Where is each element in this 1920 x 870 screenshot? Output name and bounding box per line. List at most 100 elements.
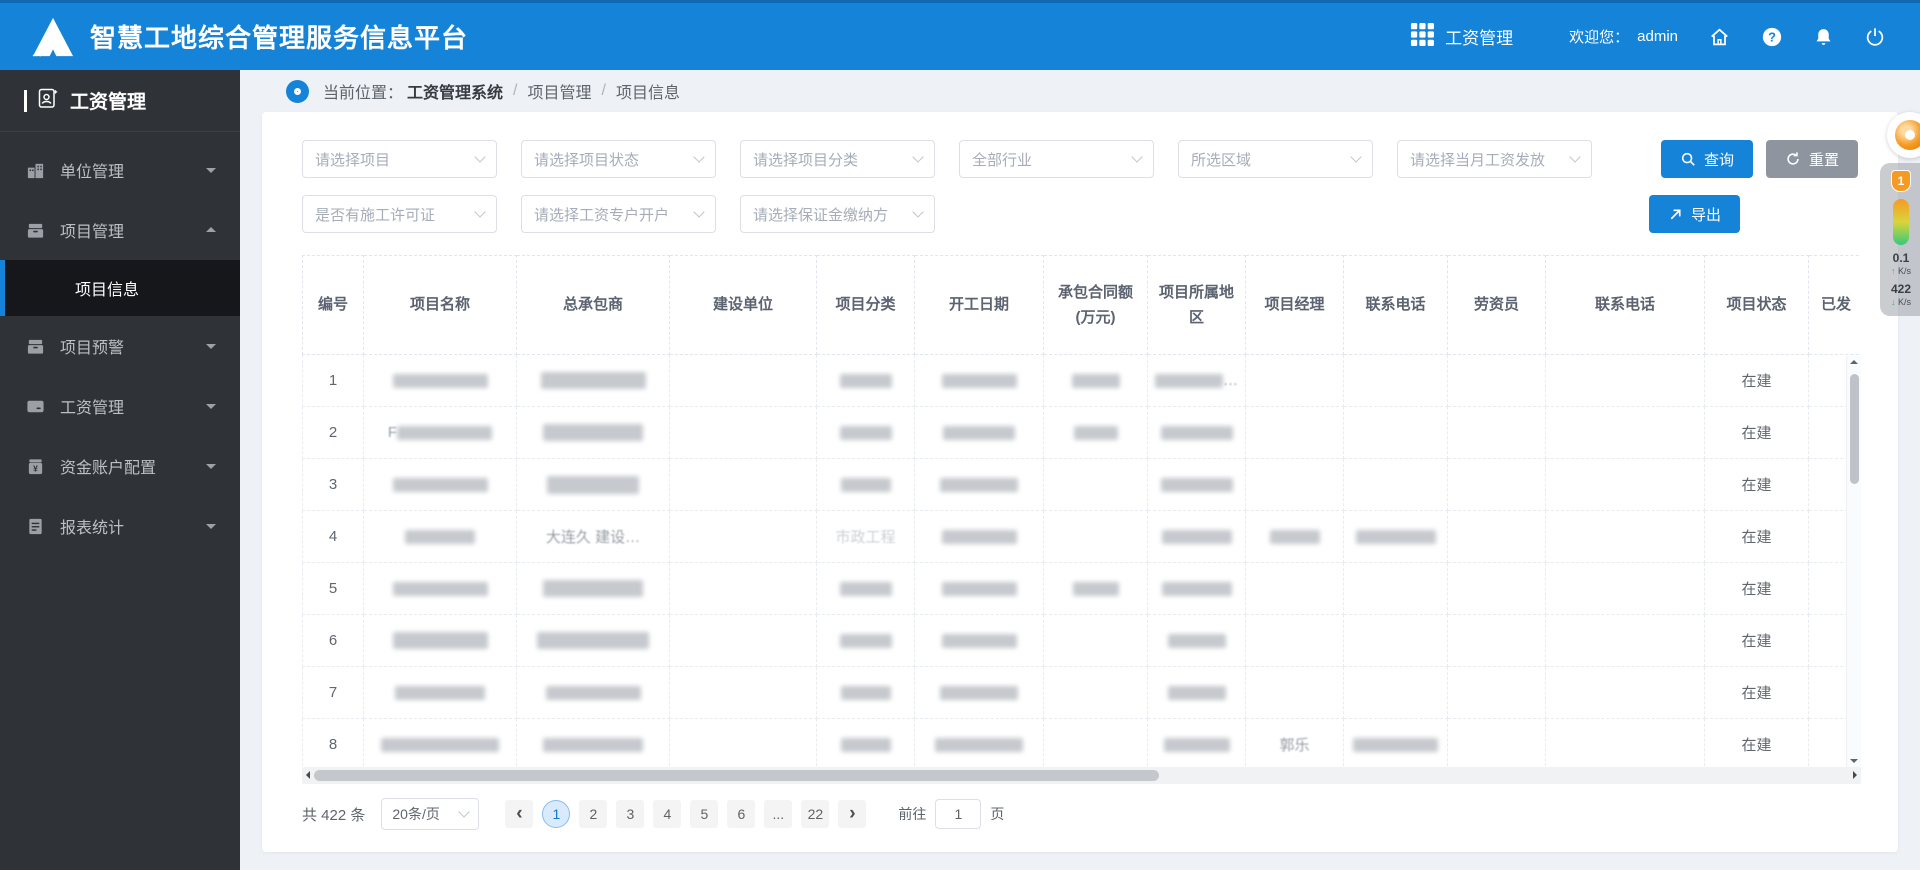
notification-bell-icon[interactable] bbox=[1813, 26, 1834, 48]
partial-text: F bbox=[387, 424, 398, 441]
page-button-3[interactable]: 3 bbox=[616, 800, 645, 828]
cell-builder bbox=[669, 718, 817, 767]
page-button-6[interactable]: 6 bbox=[727, 800, 756, 828]
breadcrumb-separator: / bbox=[513, 82, 518, 99]
scroll-down-arrow-icon[interactable] bbox=[1850, 759, 1858, 763]
cell-manager bbox=[1245, 666, 1344, 719]
filter-select-r1-2[interactable]: 请选择项目分类 bbox=[740, 140, 935, 178]
cell-phone bbox=[1343, 614, 1448, 667]
redacted-block bbox=[392, 582, 488, 597]
projects-table-wrap: 编号 项目名称 总承包商 建设单位 项目分类 开工日期 承包合同额(万元) 项目所属地区 项目经… bbox=[302, 255, 1861, 767]
power-logout-icon[interactable] bbox=[1864, 26, 1886, 48]
cell-phone bbox=[1343, 718, 1448, 767]
cell-phone2 bbox=[1545, 562, 1705, 615]
sidebar-item-project-management[interactable]: 项目管理 bbox=[0, 200, 240, 260]
redacted-block bbox=[943, 426, 1015, 441]
page-button-5[interactable]: 5 bbox=[690, 800, 719, 828]
cell-labor bbox=[1447, 458, 1546, 511]
redacted-block bbox=[545, 686, 641, 701]
filter-selects-row2: 是否有施工许可证 请选择工资专户开户 请选择保证金缴纳方 bbox=[302, 195, 935, 233]
breadcrumb-level2[interactable]: 项目信息 bbox=[615, 85, 680, 102]
breadcrumb-root[interactable]: 工资管理系统 bbox=[407, 85, 504, 102]
cell-region bbox=[1147, 458, 1246, 511]
cell-labor bbox=[1447, 614, 1546, 667]
column-header: 项目名称 bbox=[363, 255, 517, 355]
table-row: 6 在建 bbox=[302, 614, 1861, 667]
redacted-block bbox=[1155, 374, 1223, 389]
export-button[interactable]: 导出 bbox=[1648, 195, 1740, 233]
home-icon[interactable] bbox=[1708, 26, 1731, 48]
main-content: 当前位置： 工资管理系统 / 项目管理 / 项目信息 请选择项目 请选择项目状态请… bbox=[240, 70, 1920, 870]
horizontal-scrollbar-thumb[interactable] bbox=[314, 770, 1159, 781]
sidebar-item-report-statistics[interactable]: 报表统计 bbox=[0, 496, 240, 556]
scroll-up-arrow-icon[interactable] bbox=[1850, 360, 1858, 364]
cell-manager bbox=[1245, 510, 1344, 563]
search-button[interactable]: 查询 bbox=[1660, 140, 1753, 178]
redacted-block bbox=[1161, 582, 1232, 597]
sidebar-item-project-info-active[interactable]: 项目信息 bbox=[0, 260, 240, 316]
redacted-text: 郭乐 bbox=[1279, 737, 1310, 754]
page-ellipsis-button[interactable]: ... bbox=[764, 800, 793, 828]
app-switcher[interactable]: 工资管理 bbox=[1410, 22, 1513, 52]
cell-phone bbox=[1343, 354, 1448, 407]
download-speed: 422 ↓ K/s bbox=[1890, 282, 1912, 307]
sidebar-item-project-warning[interactable]: 项目预警 bbox=[0, 316, 240, 376]
cell-category bbox=[816, 354, 915, 407]
table-header-row: 编号 项目名称 总承包商 建设单位 项目分类 开工日期 承包合同额(万元) 项目所属地区 项目经… bbox=[302, 255, 1861, 355]
next-page-button[interactable]: › bbox=[838, 800, 867, 828]
reset-button[interactable]: 重置 bbox=[1765, 140, 1858, 178]
sidebar-item-fund-account-config[interactable]: ¥ 资金账户配置 bbox=[0, 436, 240, 496]
cell-manager bbox=[1245, 354, 1344, 407]
redacted-block bbox=[1161, 530, 1232, 545]
redacted-block bbox=[941, 582, 1017, 597]
sidebar-title: 工资管理 bbox=[70, 92, 147, 113]
page-button-2[interactable]: 2 bbox=[579, 800, 608, 828]
breadcrumb-level1[interactable]: 项目管理 bbox=[527, 85, 592, 102]
cell-amount bbox=[1043, 510, 1148, 563]
redacted-text: 市政工程 bbox=[835, 529, 896, 546]
page-button-4[interactable]: 4 bbox=[653, 800, 682, 828]
prev-page-button[interactable]: ‹ bbox=[505, 800, 534, 828]
vertical-scrollbar-thumb[interactable] bbox=[1850, 374, 1859, 484]
svg-text:?: ? bbox=[1768, 29, 1776, 44]
sidebar-item-wage-management[interactable]: 工资管理 bbox=[0, 376, 240, 436]
redacted-block bbox=[839, 426, 892, 441]
horizontal-scrollbar[interactable] bbox=[302, 767, 1861, 784]
table-row: 5 在建 bbox=[302, 562, 1861, 615]
sidebar-item-label: 项目预警 bbox=[60, 340, 125, 357]
welcome-label: 欢迎您： bbox=[1569, 29, 1630, 46]
archive-box-icon bbox=[26, 337, 45, 356]
cell-contractor: 大连久 建设… bbox=[516, 510, 670, 563]
net-speed-panel[interactable]: 1 0.1 ↑ K/s 422 ↓ K/s bbox=[1880, 163, 1920, 317]
page-size-select[interactable]: 20条/页 bbox=[381, 798, 480, 830]
cell-contractor bbox=[516, 562, 670, 615]
filter-select-r1-1[interactable]: 请选择项目状态 bbox=[521, 140, 716, 178]
help-icon[interactable]: ? bbox=[1761, 26, 1783, 48]
badge-count: 1 bbox=[1897, 174, 1905, 188]
cell-start_date bbox=[914, 562, 1044, 615]
cell-num: 5 bbox=[302, 562, 364, 615]
chevron-down-icon bbox=[206, 168, 216, 178]
filter-select-r2-0[interactable]: 是否有施工许可证 bbox=[302, 195, 497, 233]
redacted-block bbox=[395, 686, 485, 701]
assistant-float-button[interactable] bbox=[1887, 112, 1920, 158]
filter-select-r1-0[interactable]: 请选择项目 bbox=[302, 140, 497, 178]
export-button-label: 导出 bbox=[1690, 206, 1721, 224]
sidebar-item-unit-management[interactable]: 单位管理 bbox=[0, 140, 240, 200]
redacted-block bbox=[540, 372, 646, 390]
scroll-right-arrow-icon[interactable] bbox=[1853, 771, 1857, 779]
chevron-down-icon bbox=[693, 151, 705, 163]
filter-select-r1-3[interactable]: 全部行业 bbox=[959, 140, 1154, 178]
goto-page-input[interactable] bbox=[935, 799, 982, 829]
cell-manager bbox=[1245, 458, 1344, 511]
filter-select-r2-2[interactable]: 请选择保证金缴纳方 bbox=[740, 195, 935, 233]
filter-select-r1-4[interactable]: 所选区域 bbox=[1178, 140, 1373, 178]
filter-select-r2-1[interactable]: 请选择工资专户开户 bbox=[521, 195, 716, 233]
redacted-block bbox=[392, 374, 488, 389]
filter-select-r1-5[interactable]: 请选择当月工资发放 bbox=[1397, 140, 1592, 178]
page-button-1[interactable]: 1 bbox=[542, 800, 571, 828]
scroll-left-arrow-icon[interactable] bbox=[306, 771, 310, 779]
page-button-22[interactable]: 22 bbox=[801, 800, 830, 828]
vertical-scrollbar[interactable] bbox=[1846, 356, 1861, 767]
redacted-block bbox=[935, 738, 1023, 753]
